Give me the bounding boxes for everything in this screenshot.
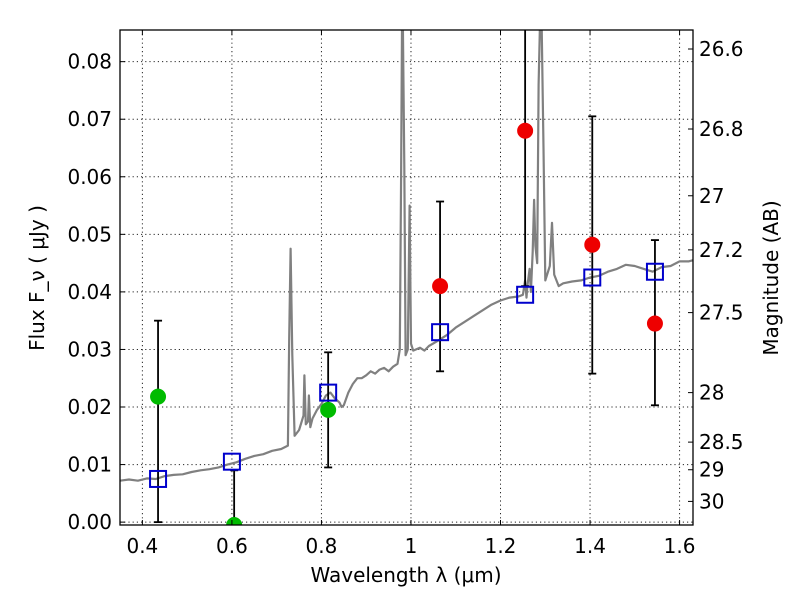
- y-tick-label: 0.02: [67, 395, 112, 419]
- plot-area: [120, 30, 693, 525]
- model-square: [319, 383, 338, 402]
- model-square: [222, 452, 241, 471]
- x-tick-label: 0.4: [126, 534, 158, 558]
- observed-point: [646, 315, 663, 332]
- y-tick-labels: 0.00 0.01 0.02 0.03 0.04 0.05 0.06 0.07 0.08: [67, 50, 112, 534]
- model-square: [149, 469, 168, 488]
- spectrum-line: [120, 30, 693, 482]
- y-tick-label: 0.03: [67, 337, 112, 361]
- y-tick-label: 0.05: [67, 222, 112, 246]
- observed-point: [150, 388, 167, 405]
- observed-point: [584, 236, 601, 253]
- right-tick-label: 27.2: [699, 238, 744, 262]
- spectrum-layer: [120, 30, 693, 482]
- y-tick-label: 0.01: [67, 453, 112, 477]
- x-tick-label: 0.8: [306, 534, 338, 558]
- model-square: [645, 262, 664, 281]
- y-tick-label: 0.00: [67, 510, 112, 534]
- x-tick-label: 1: [405, 534, 418, 558]
- right-tick-label: 26.6: [699, 37, 744, 61]
- observed-point: [432, 278, 449, 295]
- y-tick-label: 0.04: [67, 280, 112, 304]
- y-axis-right-title: Magnitude (AB): [759, 200, 783, 355]
- x-axis-title: Wavelength λ (μm): [310, 563, 501, 587]
- right-tick-label: 26.8: [699, 117, 744, 141]
- right-tick-label: 28: [699, 381, 724, 405]
- y-tick-label: 0.08: [67, 50, 112, 74]
- right-tick-label: 29: [699, 458, 724, 482]
- model-square: [583, 268, 602, 287]
- y-tick-label: 0.06: [67, 165, 112, 189]
- right-tick-labels: 26.6 26.8 27 27.2 27.5 28 28.5 29 30: [699, 37, 744, 513]
- x-tick-label: 1.4: [574, 534, 606, 558]
- observed-point: [320, 401, 337, 418]
- y-tick-label: 0.07: [67, 107, 112, 131]
- right-tick-label: 27: [699, 184, 724, 208]
- y-axis-title: Flux F_ν ( μJy ): [25, 205, 49, 351]
- model-square: [516, 285, 535, 304]
- model-square: [431, 323, 450, 342]
- observed-marker-layer: [150, 122, 663, 525]
- x-tick-label: 1.2: [485, 534, 517, 558]
- right-tick-label: 30: [699, 489, 724, 513]
- x-tick-labels: 0.4 0.6 0.8 1 1.2 1.4 1.6: [126, 534, 695, 558]
- right-tick-label: 28.5: [699, 430, 744, 454]
- model-marker-layer: [149, 262, 664, 488]
- plot-frame: [119, 29, 694, 526]
- right-tick-label: 27.5: [699, 301, 744, 325]
- x-tick-label: 1.6: [664, 534, 696, 558]
- observed-point: [517, 122, 534, 139]
- x-tick-label: 0.6: [216, 534, 248, 558]
- tick-layer: [120, 30, 693, 525]
- observed-point: [226, 517, 243, 525]
